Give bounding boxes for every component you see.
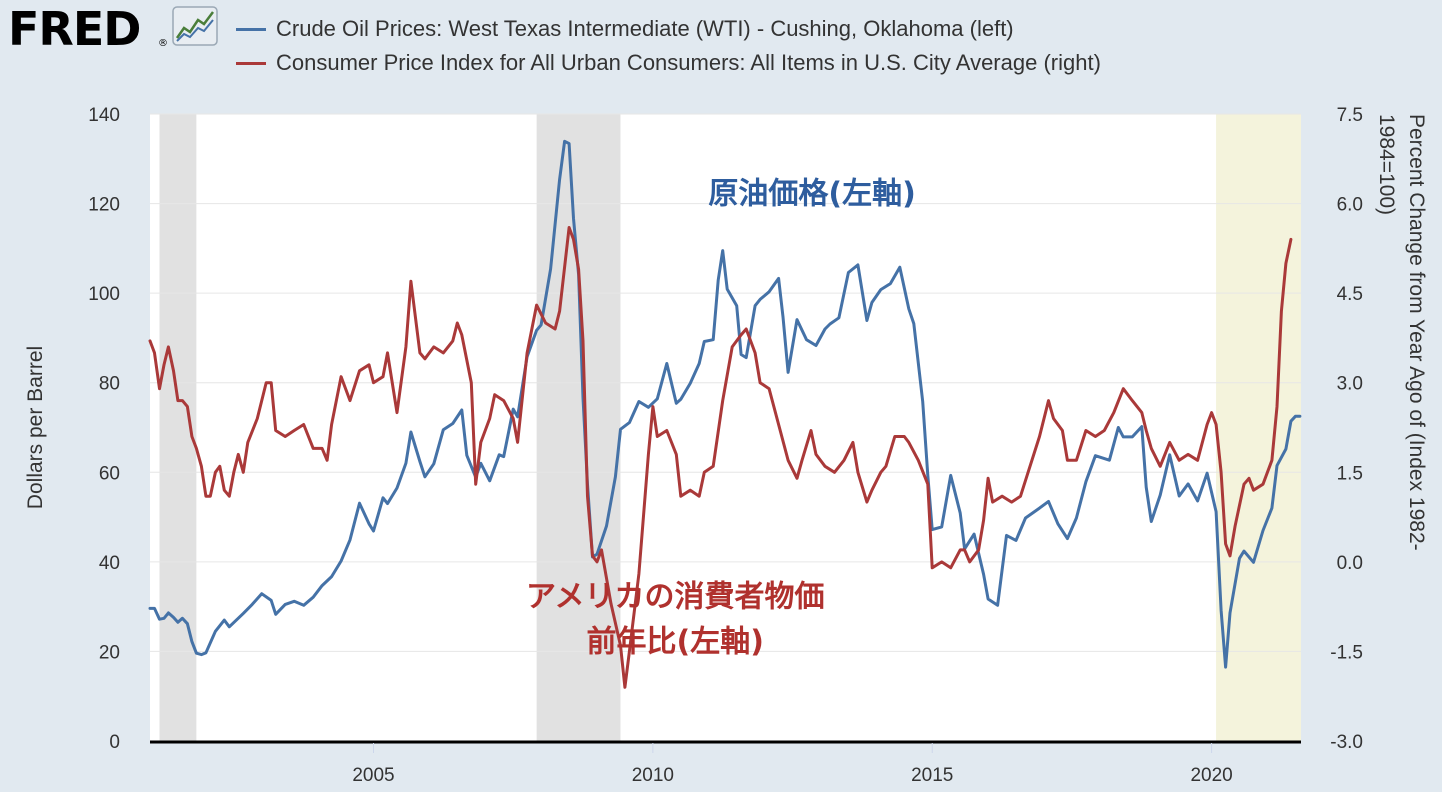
right-axis-title: Percent Change from Year Ago of (Index 1… <box>1375 114 1428 551</box>
x-tick-label: 2010 <box>632 765 674 786</box>
right-tick-label: 0.0 <box>1337 553 1363 574</box>
legend-swatch-cpi <box>236 61 266 65</box>
series-line-wti <box>148 139 1302 669</box>
right-tick-label: 7.5 <box>1337 105 1363 126</box>
annotation-label: 原油価格(左軸) <box>708 177 915 212</box>
right-tick-label: -1.5 <box>1330 642 1363 663</box>
line-chart-icon <box>172 6 218 46</box>
left-tick-label: 120 <box>88 195 120 216</box>
fred-logo[interactable]: FRED <box>8 2 141 56</box>
left-tick-label: 140 <box>88 105 120 126</box>
legend-label-wti: Crude Oil Prices: West Texas Intermediat… <box>276 16 1014 41</box>
series-line-cpi <box>148 226 1293 689</box>
shaded-region-recession <box>536 114 621 741</box>
registered-mark: ® <box>158 38 168 49</box>
left-tick-label: 40 <box>99 553 120 574</box>
right-axis-title-line: Percent Change from Year Ago of (Index 1… <box>1405 114 1428 551</box>
right-tick-label: 6.0 <box>1337 195 1363 216</box>
left-tick-label: 20 <box>99 642 120 663</box>
plot-area <box>150 114 1301 741</box>
right-axis-title-line: 1984=100) <box>1375 114 1398 215</box>
x-tick-label: 2020 <box>1190 765 1232 786</box>
legend-label-cpi: Consumer Price Index for All Urban Consu… <box>276 50 1101 75</box>
left-tick-label: 80 <box>99 374 120 395</box>
left-tick-label: 100 <box>88 284 120 305</box>
annotation-label: 前年比(左軸) <box>587 624 764 659</box>
x-tick-label: 2015 <box>911 765 953 786</box>
left-tick-label: 0 <box>109 732 120 753</box>
legend-item-wti[interactable]: Crude Oil Prices: West Texas Intermediat… <box>236 14 1014 44</box>
left-tick-label: 60 <box>99 463 120 484</box>
annotation-label: アメリカの消費者物価 <box>526 580 825 615</box>
shaded-region-recession <box>1216 114 1301 741</box>
legend-item-cpi[interactable]: Consumer Price Index for All Urban Consu… <box>236 48 1101 78</box>
right-tick-label: 3.0 <box>1337 374 1363 395</box>
legend-swatch-wti <box>236 27 266 31</box>
x-tick-label: 2005 <box>352 765 394 786</box>
chart-header: FRED ® Crude Oil Prices: West Texas Inte… <box>0 0 1442 100</box>
right-tick-label: -3.0 <box>1330 732 1363 753</box>
right-tick-label: 1.5 <box>1337 463 1363 484</box>
right-tick-label: 4.5 <box>1337 284 1363 305</box>
left-axis-title: Dollars per Barrel <box>24 346 47 509</box>
